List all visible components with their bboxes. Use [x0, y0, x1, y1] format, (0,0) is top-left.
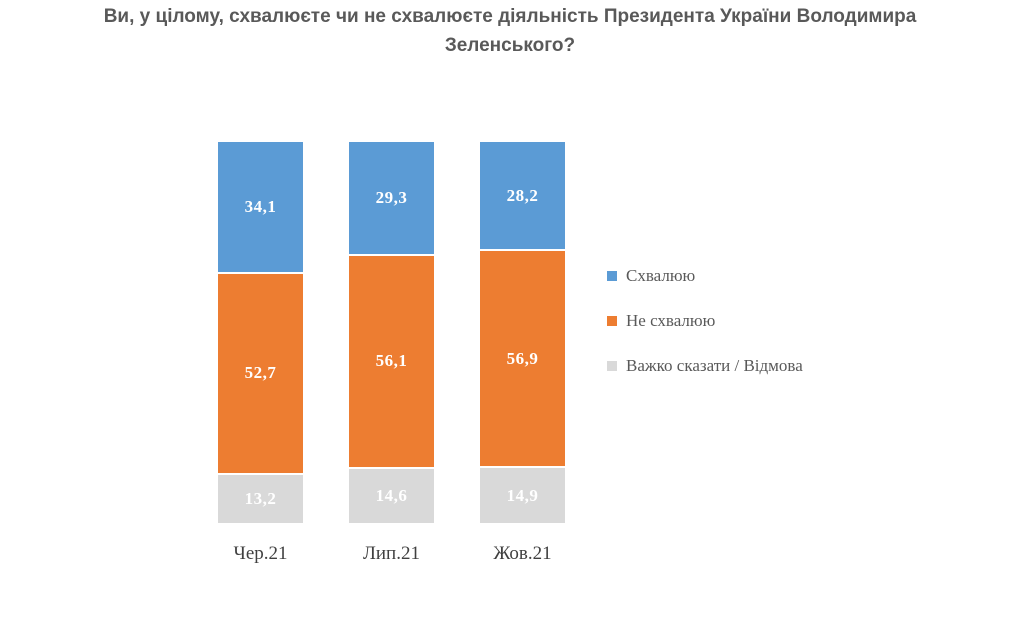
bar-segment: 34,1: [218, 142, 303, 272]
bar-chart-plot-area: 34,1 52,7 13,2 Чер.21 29,3 56,1 14,6 Лип.21 28,2…: [218, 142, 565, 565]
bar-value-label: 13,2: [244, 488, 277, 508]
chart-title: Ви, у цілому, схвалюєте чи не схвалюєте …: [103, 6, 917, 56]
x-axis-label: Лип.21: [363, 543, 420, 564]
bar-stack: 29,3 56,1 14,6: [349, 142, 434, 523]
bar-value-label: 56,9: [506, 348, 539, 368]
bar-stack: 28,2 56,9 14,9: [480, 142, 565, 523]
legend-swatch-icon: [607, 361, 617, 371]
bar-value-label: 29,3: [375, 187, 408, 207]
bar-column: 28,2 56,9 14,9 Жов.21: [480, 142, 565, 565]
bar-column: 34,1 52,7 13,2 Чер.21: [218, 142, 303, 565]
legend-label: Схвалюю: [626, 266, 696, 285]
bar-segment: 14,6: [349, 467, 434, 523]
bar-value-label: 14,9: [506, 485, 539, 505]
chart-legend: Схвалюю Не схвалюю Важко сказати / Відмова: [607, 266, 803, 376]
bar-value-label: 14,6: [375, 486, 408, 506]
bar-value-label: 52,7: [244, 363, 277, 383]
bar-value-label: 28,2: [506, 185, 539, 205]
bar-segment: 56,1: [349, 253, 434, 468]
legend-swatch-icon: [607, 316, 617, 326]
bar-stack: 34,1 52,7 13,2: [218, 142, 303, 523]
bar-segment: 29,3: [349, 142, 434, 254]
legend-swatch-icon: [607, 271, 617, 281]
bar-segment: 28,2: [480, 142, 565, 250]
legend-item: Схвалюю: [607, 266, 803, 286]
bar-segment: 14,9: [480, 466, 565, 523]
bar-segment: 13,2: [218, 472, 303, 523]
x-axis-label: Чер.21: [233, 543, 288, 564]
x-axis-label: Жов.21: [493, 543, 552, 564]
bar-column: 29,3 56,1 14,6 Лип.21: [349, 142, 434, 565]
bar-value-label: 56,1: [375, 351, 408, 371]
bar-segment: 56,9: [480, 249, 565, 467]
legend-item: Важко сказати / Відмова: [607, 356, 803, 376]
bar-value-label: 34,1: [244, 196, 277, 216]
legend-label: Не схвалюю: [626, 311, 716, 330]
legend-label: Важко сказати / Відмова: [626, 356, 803, 375]
bar-segment: 52,7: [218, 271, 303, 473]
legend-item: Не схвалюю: [607, 311, 803, 331]
